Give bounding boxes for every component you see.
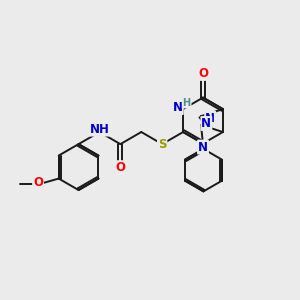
Text: N: N [205, 112, 215, 125]
Text: O: O [33, 176, 43, 190]
Text: N: N [198, 141, 208, 154]
Text: H: H [183, 98, 191, 108]
Text: N: N [201, 117, 211, 130]
Text: N: N [173, 101, 183, 114]
Text: O: O [116, 161, 125, 174]
Text: O: O [198, 67, 208, 80]
Text: NH: NH [89, 123, 110, 136]
Text: S: S [158, 138, 166, 151]
